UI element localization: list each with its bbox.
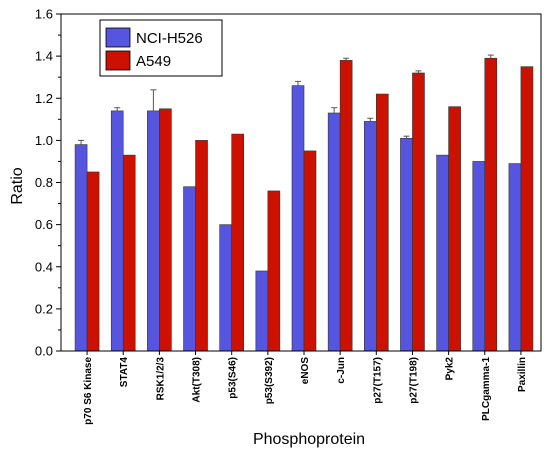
y-axis-title: Ratio — [9, 167, 26, 204]
legend-swatch-nci-h526 — [105, 27, 131, 48]
bars — [74, 54, 534, 352]
bar-a549 — [376, 93, 389, 352]
category-labels: p70 S6 Kinase STAT4 RSK1/2/3 Akt(T308) p53(S… — [83, 351, 528, 425]
legend: NCI-H526 A549 — [99, 19, 223, 77]
y-tick-label: 0.6 — [35, 217, 53, 232]
bar-a549 — [267, 190, 281, 352]
y-tick-label: 0.2 — [35, 301, 53, 316]
bar-a549 — [86, 171, 100, 352]
bar-nci-h526 — [327, 112, 341, 352]
y-tick-label: 0.0 — [35, 344, 53, 359]
bar-a549 — [303, 150, 317, 352]
category-label: Paxillin — [517, 357, 528, 392]
x-axis-title: Phosphoprotein — [253, 431, 365, 448]
y-tick-label: 1.2 — [35, 91, 53, 106]
bar-a549 — [195, 140, 208, 352]
category-label: PLCgamma-1 — [481, 357, 492, 421]
bar-nci-h526 — [364, 121, 377, 352]
bar-nci-h526 — [400, 137, 413, 352]
y-tick-label: 0.8 — [35, 175, 53, 190]
y-tick-label: 1.6 — [35, 7, 53, 22]
category-label: eNOS — [300, 357, 311, 385]
legend-label-a549: A549 — [136, 53, 171, 70]
bar-a549 — [484, 57, 498, 352]
category-label: STAT4 — [119, 357, 130, 388]
category-label: p53(S392) — [264, 357, 275, 404]
bar-nci-h526 — [255, 270, 269, 352]
category-label: p70 S6 Kinase — [83, 357, 94, 425]
bar-nci-h526 — [508, 163, 522, 352]
bar-a549 — [159, 108, 172, 352]
category-label: Pyk2 — [445, 357, 456, 381]
y-ticks: 0.0 0.2 0.4 0.6 0.8 1.0 1.2 1.4 1.6 — [35, 7, 61, 359]
category-label: c-Jun — [336, 357, 347, 384]
y-tick-label: 0.4 — [35, 259, 53, 274]
plot-area — [60, 13, 542, 352]
bar-nci-h526 — [110, 110, 124, 352]
bar-nci-h526 — [147, 110, 160, 352]
category-label: p27(T157) — [372, 357, 383, 404]
bar-a549 — [448, 106, 461, 352]
bar-nci-h526 — [219, 224, 232, 352]
y-tick-label: 1.0 — [35, 133, 53, 148]
category-label: RSK1/2/3 — [155, 357, 166, 401]
bar-a549 — [231, 133, 244, 352]
category-label: p27(T198) — [408, 357, 419, 404]
y-tick-label: 1.4 — [35, 49, 53, 64]
bar-a549 — [339, 60, 353, 352]
bar-nci-h526 — [291, 85, 305, 352]
bar-a549 — [520, 66, 534, 352]
category-label: Akt(T308) — [192, 357, 203, 403]
bar-nci-h526 — [436, 154, 449, 352]
bar-a549 — [412, 72, 425, 352]
bar-nci-h526 — [183, 186, 196, 352]
legend-swatch-a549 — [105, 50, 131, 71]
bar-nci-h526 — [74, 144, 88, 352]
category-label: p53(S46) — [228, 357, 239, 399]
bar-a549 — [122, 154, 136, 352]
bar-nci-h526 — [472, 161, 486, 352]
legend-label-nci-h526: NCI-H526 — [136, 30, 203, 47]
